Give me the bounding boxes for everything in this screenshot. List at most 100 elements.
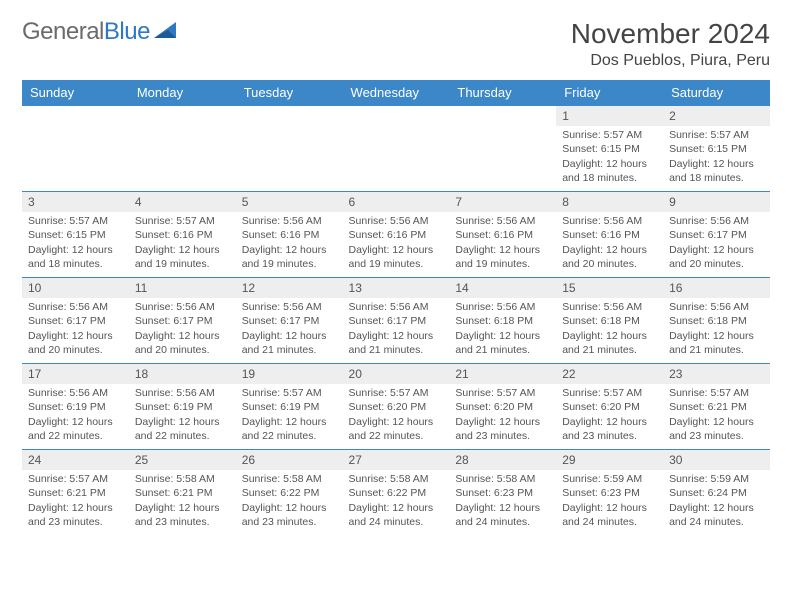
sunset-text: Sunset: 6:19 PM: [28, 400, 125, 414]
calendar-page: GeneralBlue November 2024 Dos Pueblos, P…: [0, 0, 792, 546]
sunset-text: Sunset: 6:20 PM: [562, 400, 659, 414]
day-number: 24: [22, 450, 129, 470]
sunrise-text: Sunrise: 5:57 AM: [562, 128, 659, 142]
day-number: 1: [556, 106, 663, 126]
sunset-text: Sunset: 6:17 PM: [669, 228, 766, 242]
day-number: 2: [663, 106, 770, 126]
daylight-text: Daylight: 12 hours and 19 minutes.: [135, 243, 232, 271]
weekday-mon: Monday: [129, 80, 236, 106]
day-cell: 30Sunrise: 5:59 AMSunset: 6:24 PMDayligh…: [663, 450, 770, 536]
sunrise-text: Sunrise: 5:56 AM: [349, 214, 446, 228]
sunset-text: Sunset: 6:24 PM: [669, 486, 766, 500]
sunset-text: Sunset: 6:21 PM: [669, 400, 766, 414]
day-cell: 12Sunrise: 5:56 AMSunset: 6:17 PMDayligh…: [236, 278, 343, 364]
sunrise-text: Sunrise: 5:56 AM: [562, 300, 659, 314]
day-cell: 29Sunrise: 5:59 AMSunset: 6:23 PMDayligh…: [556, 450, 663, 536]
day-cell: 24Sunrise: 5:57 AMSunset: 6:21 PMDayligh…: [22, 450, 129, 536]
day-number: 23: [663, 364, 770, 384]
daylight-text: Daylight: 12 hours and 21 minutes.: [455, 329, 552, 357]
daylight-text: Daylight: 12 hours and 23 minutes.: [669, 415, 766, 443]
daylight-text: Daylight: 12 hours and 19 minutes.: [242, 243, 339, 271]
day-cell: 11Sunrise: 5:56 AMSunset: 6:17 PMDayligh…: [129, 278, 236, 364]
day-cell: 25Sunrise: 5:58 AMSunset: 6:21 PMDayligh…: [129, 450, 236, 536]
day-number: 9: [663, 192, 770, 212]
daylight-text: Daylight: 12 hours and 20 minutes.: [562, 243, 659, 271]
sunset-text: Sunset: 6:15 PM: [28, 228, 125, 242]
calendar-header-row: Sunday Monday Tuesday Wednesday Thursday…: [22, 80, 770, 106]
sunset-text: Sunset: 6:18 PM: [562, 314, 659, 328]
daylight-text: Daylight: 12 hours and 23 minutes.: [455, 415, 552, 443]
day-cell: 7Sunrise: 5:56 AMSunset: 6:16 PMDaylight…: [449, 192, 556, 278]
day-number: 14: [449, 278, 556, 298]
weekday-wed: Wednesday: [343, 80, 450, 106]
day-number: 28: [449, 450, 556, 470]
day-number: 11: [129, 278, 236, 298]
daylight-text: Daylight: 12 hours and 21 minutes.: [349, 329, 446, 357]
day-number: 6: [343, 192, 450, 212]
day-cell: 17Sunrise: 5:56 AMSunset: 6:19 PMDayligh…: [22, 364, 129, 450]
day-cell: 16Sunrise: 5:56 AMSunset: 6:18 PMDayligh…: [663, 278, 770, 364]
sunset-text: Sunset: 6:16 PM: [135, 228, 232, 242]
day-number: 29: [556, 450, 663, 470]
daylight-text: Daylight: 12 hours and 21 minutes.: [669, 329, 766, 357]
logo-text-blue: Blue: [104, 18, 150, 46]
day-number: 21: [449, 364, 556, 384]
sunrise-text: Sunrise: 5:56 AM: [455, 214, 552, 228]
daylight-text: Daylight: 12 hours and 21 minutes.: [562, 329, 659, 357]
sunrise-text: Sunrise: 5:56 AM: [135, 386, 232, 400]
sunrise-text: Sunrise: 5:56 AM: [28, 300, 125, 314]
daylight-text: Daylight: 12 hours and 19 minutes.: [349, 243, 446, 271]
daylight-text: Daylight: 12 hours and 18 minutes.: [28, 243, 125, 271]
day-cell: 2Sunrise: 5:57 AMSunset: 6:15 PMDaylight…: [663, 106, 770, 192]
sunrise-text: Sunrise: 5:58 AM: [349, 472, 446, 486]
day-cell: 21 Sunrise: 5:57 AMSunset: 6:20 PMDayligh…: [449, 364, 556, 450]
daylight-text: Daylight: 12 hours and 18 minutes.: [562, 157, 659, 185]
day-cell: 19Sunrise: 5:57 AMSunset: 6:19 PMDayligh…: [236, 364, 343, 450]
day-cell: 27Sunrise: 5:58 AMSunset: 6:22 PMDayligh…: [343, 450, 450, 536]
weekday-fri: Friday: [556, 80, 663, 106]
daylight-text: Daylight: 12 hours and 20 minutes.: [28, 329, 125, 357]
day-cell: 4Sunrise: 5:57 AMSunset: 6:16 PMDaylight…: [129, 192, 236, 278]
daylight-text: Daylight: 12 hours and 24 minutes.: [455, 501, 552, 529]
sunset-text: Sunset: 6:15 PM: [669, 142, 766, 156]
daylight-text: Daylight: 12 hours and 21 minutes.: [242, 329, 339, 357]
sunrise-text: Sunrise: 5:56 AM: [242, 300, 339, 314]
sunrise-text: Sunrise: 5:58 AM: [455, 472, 552, 486]
week-row: 3Sunrise: 5:57 AMSunset: 6:15 PMDaylight…: [22, 192, 770, 278]
day-number: 8: [556, 192, 663, 212]
weekday-tue: Tuesday: [236, 80, 343, 106]
daylight-text: Daylight: 12 hours and 20 minutes.: [669, 243, 766, 271]
day-number: 30: [663, 450, 770, 470]
daylight-text: Daylight: 12 hours and 24 minutes.: [669, 501, 766, 529]
sunrise-text: Sunrise: 5:57 AM: [455, 386, 552, 400]
week-row: 10Sunrise: 5:56 AMSunset: 6:17 PMDayligh…: [22, 278, 770, 364]
day-number: 3: [22, 192, 129, 212]
daylight-text: Daylight: 12 hours and 18 minutes.: [669, 157, 766, 185]
day-number: 10: [22, 278, 129, 298]
sunrise-text: Sunrise: 5:56 AM: [669, 214, 766, 228]
day-cell: 23Sunrise: 5:57 AMSunset: 6:21 PMDayligh…: [663, 364, 770, 450]
day-number: 4: [129, 192, 236, 212]
sunset-text: Sunset: 6:20 PM: [455, 400, 552, 414]
logo: GeneralBlue: [22, 18, 180, 46]
day-number: 17: [22, 364, 129, 384]
day-cell: 14Sunrise: 5:56 AMSunset: 6:18 PMDayligh…: [449, 278, 556, 364]
daylight-text: Daylight: 12 hours and 23 minutes.: [28, 501, 125, 529]
day-cell: 26Sunrise: 5:58 AMSunset: 6:22 PMDayligh…: [236, 450, 343, 536]
daylight-text: Daylight: 12 hours and 23 minutes.: [135, 501, 232, 529]
day-cell: [449, 106, 556, 192]
day-cell: 6Sunrise: 5:56 AMSunset: 6:16 PMDaylight…: [343, 192, 450, 278]
daylight-text: Daylight: 12 hours and 22 minutes.: [242, 415, 339, 443]
day-number: 16: [663, 278, 770, 298]
day-number: 19: [236, 364, 343, 384]
day-cell: 9 Sunrise: 5:56 AMSunset: 6:17 PMDaylight…: [663, 192, 770, 278]
daylight-text: Daylight: 12 hours and 22 minutes.: [135, 415, 232, 443]
weekday-sat: Saturday: [663, 80, 770, 106]
sunset-text: Sunset: 6:22 PM: [349, 486, 446, 500]
header: GeneralBlue November 2024 Dos Pueblos, P…: [22, 18, 770, 70]
sunset-text: Sunset: 6:22 PM: [242, 486, 339, 500]
day-cell: 5Sunrise: 5:56 AMSunset: 6:16 PMDaylight…: [236, 192, 343, 278]
day-number: 5: [236, 192, 343, 212]
sunset-text: Sunset: 6:21 PM: [28, 486, 125, 500]
sunrise-text: Sunrise: 5:58 AM: [242, 472, 339, 486]
